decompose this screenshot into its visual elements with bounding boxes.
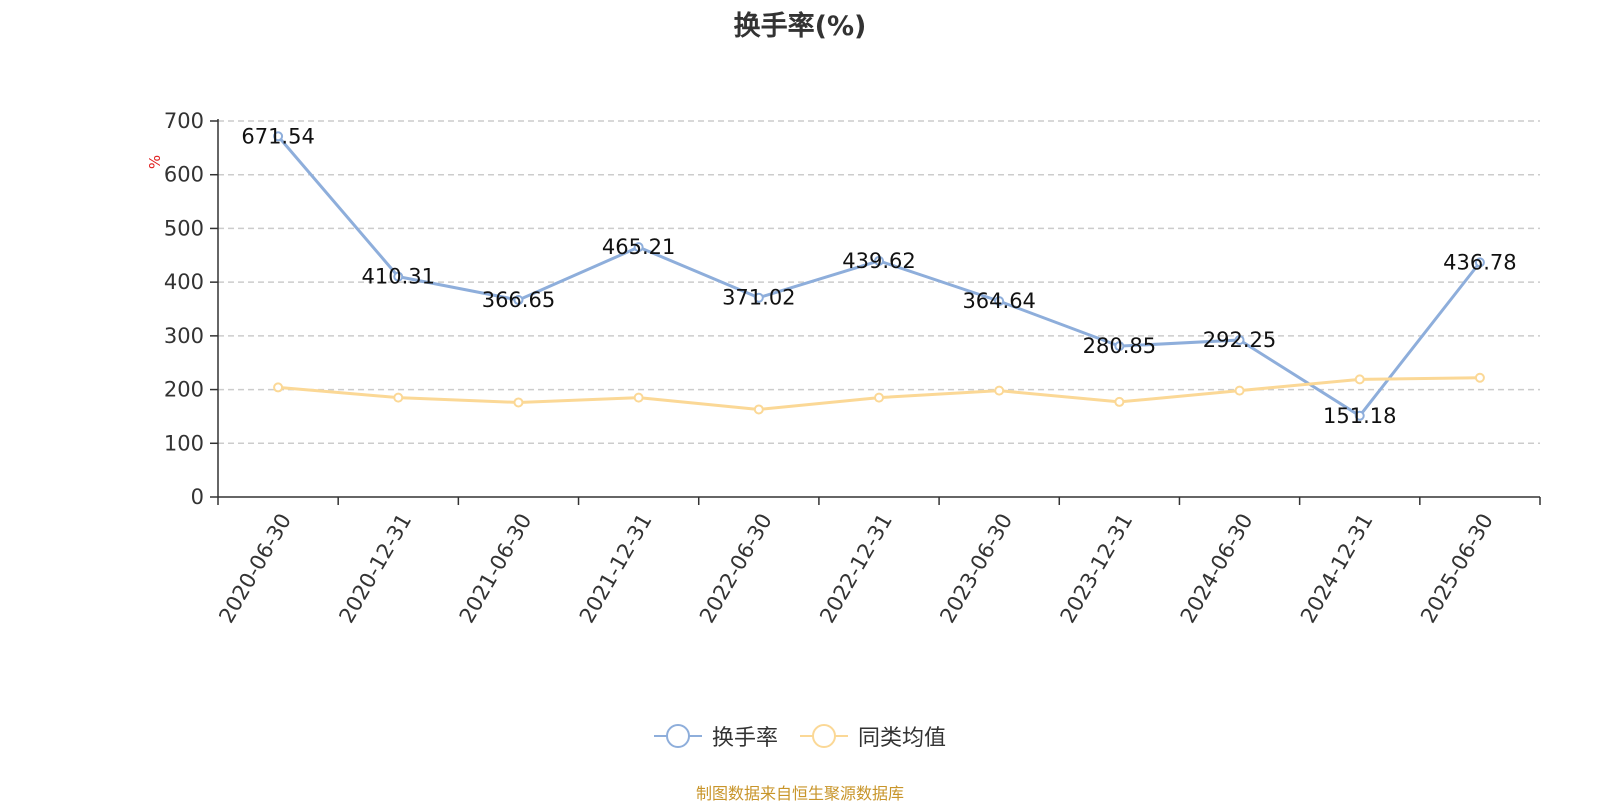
axes: 0 100 200 300 400 500 600 700% 2020-06-30 2020-12… xyxy=(146,109,1541,627)
data-point xyxy=(273,382,284,393)
x-tick-label: 2022-12-31 xyxy=(815,509,897,627)
data-point xyxy=(633,392,644,403)
data-label: 439.62 xyxy=(842,249,915,273)
data-point xyxy=(1354,410,1365,421)
data-point xyxy=(393,271,404,282)
data-point xyxy=(393,392,404,403)
data-point xyxy=(1474,257,1485,268)
x-tick-label: 2024-12-31 xyxy=(1296,509,1378,627)
y-tick-label: 300 xyxy=(164,324,204,348)
data-point xyxy=(753,404,764,415)
x-tick-label: 2023-12-31 xyxy=(1056,509,1138,627)
data-labels: 671.54 410.31 366.65 465.21 371.02 439.62 364.… xyxy=(241,124,1516,428)
legend-line-circle-icon xyxy=(800,723,848,749)
data-label: 410.31 xyxy=(362,265,435,289)
data-label: 364.64 xyxy=(962,289,1035,313)
x-tick-label: 2020-06-30 xyxy=(214,509,296,627)
chart-title: 换手率(%) xyxy=(733,11,867,42)
x-tick-label: 2023-06-30 xyxy=(935,509,1017,627)
data-point xyxy=(994,385,1005,396)
data-point xyxy=(1474,372,1485,383)
data-point xyxy=(633,242,644,253)
data-point xyxy=(1234,335,1245,346)
x-tick-label: 2020-12-31 xyxy=(334,509,416,627)
legend-label: 换手率 xyxy=(711,726,778,751)
y-tick-label: 400 xyxy=(164,270,204,294)
legend-item-turnover[interactable]: 换手率 xyxy=(653,720,778,752)
data-point xyxy=(273,131,284,142)
data-label: 366.65 xyxy=(482,288,555,312)
data-label: 671.54 xyxy=(241,124,314,148)
source-note: 制图数据来自恒生聚源数据库 xyxy=(695,784,904,803)
data-label: 292.25 xyxy=(1203,328,1276,352)
y-tick-label: 200 xyxy=(164,378,204,402)
x-tick-label: 2025-06-30 xyxy=(1416,509,1498,627)
x-tick-label: 2021-12-31 xyxy=(575,509,657,627)
legend: 换手率 同类均值 xyxy=(0,720,1600,752)
data-label: 436.78 xyxy=(1443,250,1516,274)
data-point xyxy=(753,292,764,303)
y-tick-label: 100 xyxy=(164,431,204,455)
y-tick-label: 0 xyxy=(191,485,204,509)
data-point xyxy=(874,255,884,266)
legend-item-peer-average[interactable]: 同类均值 xyxy=(800,720,946,752)
series xyxy=(273,131,1485,421)
gridlines xyxy=(218,120,1540,445)
x-tick-label: 2024-06-30 xyxy=(1176,509,1258,627)
x-tick-label: 2021-06-30 xyxy=(455,509,537,627)
y-tick-label: 700 xyxy=(164,109,204,133)
data-point xyxy=(1234,385,1245,396)
data-point xyxy=(1114,396,1125,407)
data-point xyxy=(1354,374,1365,385)
legend-line-circle-icon xyxy=(653,723,702,749)
data-point xyxy=(874,392,884,403)
data-point xyxy=(513,295,524,306)
data-point xyxy=(994,296,1005,307)
y-tick-label: 600 xyxy=(164,163,204,187)
data-label: 280.85 xyxy=(1083,334,1156,358)
y-tick-label: 500 xyxy=(164,216,204,240)
legend-label: 同类均值 xyxy=(858,726,947,751)
data-label: 371.02 xyxy=(722,286,795,310)
x-tick-label: 2022-06-30 xyxy=(695,509,777,627)
data-label: 151.18 xyxy=(1323,404,1396,428)
data-point xyxy=(513,397,524,408)
data-label: 465.21 xyxy=(602,235,675,259)
data-point xyxy=(1114,341,1125,352)
y-axis-unit-label: % xyxy=(146,155,164,169)
series-line-turnover xyxy=(276,135,1482,418)
